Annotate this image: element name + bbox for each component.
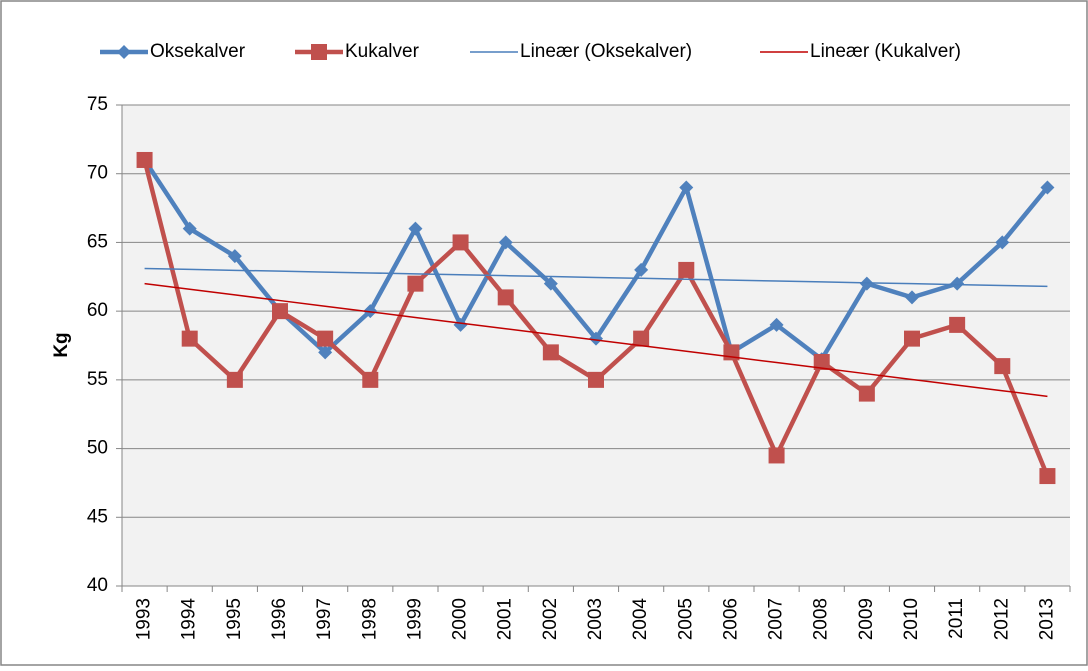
- x-tick-label: 2001: [495, 598, 516, 640]
- x-tick-label: 2009: [856, 598, 877, 640]
- data-point: [768, 447, 785, 464]
- x-tick-label: 2013: [1036, 598, 1057, 640]
- y-tick-label: 70: [87, 163, 108, 184]
- data-point: [950, 276, 965, 291]
- data-point: [543, 276, 558, 291]
- x-tick-label: 2002: [540, 598, 561, 640]
- x-tick-label: 1995: [224, 598, 245, 640]
- y-tick-label: 50: [87, 438, 108, 459]
- y-axis-label: Kg: [51, 332, 72, 357]
- legend-label: Kukalver: [345, 41, 420, 62]
- data-point: [182, 221, 197, 236]
- data-point: [453, 317, 468, 332]
- x-tick-label: 2000: [450, 598, 471, 640]
- data-point: [588, 371, 604, 388]
- data-point: [1040, 180, 1055, 195]
- data-point: [904, 330, 920, 347]
- series-line: [144, 282, 1048, 398]
- y-tick-label: 40: [87, 575, 108, 596]
- data-point: [905, 290, 919, 305]
- data-point: [497, 289, 514, 306]
- data-point: [227, 249, 242, 264]
- data-point: [452, 234, 469, 251]
- data-point: [769, 317, 784, 332]
- x-tick-label: 1994: [179, 598, 200, 641]
- series-line: [144, 267, 1048, 288]
- data-point: [995, 235, 1010, 250]
- legend-label: Lineær (Kukalver): [810, 41, 961, 62]
- data-point: [858, 385, 875, 402]
- data-point: [589, 331, 603, 346]
- data-point: [542, 344, 559, 361]
- y-tick-label: 45: [87, 506, 108, 527]
- x-tick-label: 1998: [359, 598, 380, 640]
- y-tick-label: 65: [87, 231, 108, 252]
- x-tick-label: 1993: [134, 598, 155, 640]
- data-point: [634, 262, 649, 277]
- data-point: [949, 316, 966, 333]
- data-point: [679, 180, 694, 195]
- data-point: [318, 345, 333, 360]
- x-tick-label: 2004: [630, 598, 651, 641]
- data-point: [136, 151, 153, 168]
- x-tick-label: 2005: [675, 598, 696, 640]
- data-point: [498, 235, 513, 250]
- data-point: [813, 353, 830, 370]
- x-tick-label: 2006: [720, 598, 741, 640]
- y-tick-label: 55: [87, 369, 108, 390]
- data-point: [633, 330, 650, 347]
- legend-label: Lineær (Oksekalver): [520, 41, 692, 62]
- data-point: [859, 276, 874, 291]
- x-tick-label: 2007: [766, 598, 787, 640]
- data-point: [181, 330, 198, 347]
- legend-marker: [311, 44, 327, 60]
- x-tick-label: 2011: [946, 598, 967, 639]
- data-point: [362, 371, 379, 388]
- legend-label: Oksekalver: [150, 41, 246, 62]
- x-tick-label: 1996: [269, 598, 290, 640]
- data-point: [1039, 468, 1056, 485]
- x-tick-label: 2012: [991, 598, 1012, 640]
- x-tick-label: 1999: [404, 598, 425, 640]
- x-tick-label: 2010: [901, 598, 922, 640]
- y-tick-label: 60: [87, 300, 108, 321]
- x-tick-label: 2008: [811, 598, 832, 640]
- x-tick-label: 2003: [585, 598, 606, 640]
- data-point: [407, 275, 424, 292]
- data-point: [994, 358, 1011, 375]
- y-tick-label: 75: [87, 94, 108, 115]
- data-point: [272, 303, 288, 320]
- data-point: [408, 221, 423, 236]
- x-tick-label: 1997: [314, 598, 335, 640]
- data-point: [317, 330, 334, 347]
- legend-marker: [117, 45, 131, 59]
- data-point: [678, 261, 695, 278]
- data-point: [226, 371, 243, 388]
